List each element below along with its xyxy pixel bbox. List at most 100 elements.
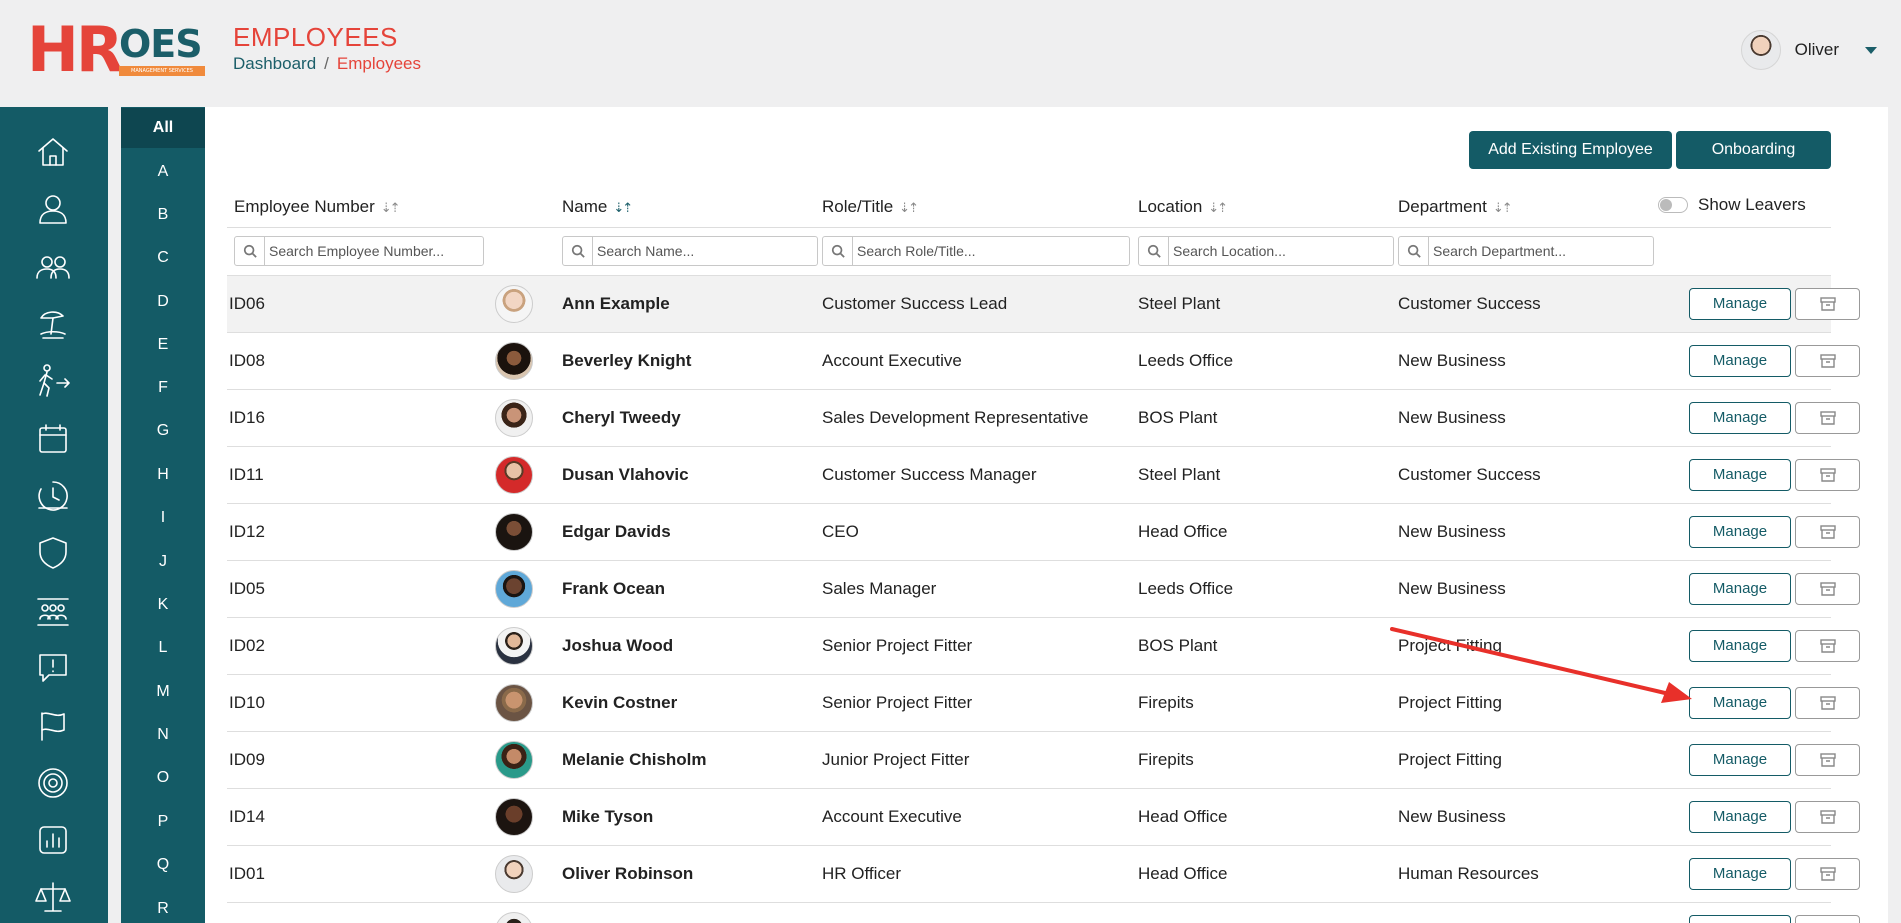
alert-icon[interactable]	[29, 644, 77, 692]
alphabet-all[interactable]: All	[121, 108, 205, 148]
alphabet-letter[interactable]: N	[157, 726, 169, 743]
shield-icon[interactable]	[29, 529, 77, 577]
alphabet-letter[interactable]: P	[157, 813, 169, 830]
employee-name[interactable]: Edgar Davids	[562, 522, 671, 541]
search-employee-number-input[interactable]	[269, 240, 477, 262]
alphabet-letter[interactable]: M	[156, 683, 170, 700]
table-row[interactable]: ID06 Ann Example Customer Success Lead S…	[227, 275, 1860, 332]
manage-button[interactable]: Manage	[1689, 288, 1791, 320]
archive-button[interactable]	[1795, 630, 1860, 662]
table-row[interactable]: ID09 Melanie Chisholm Junior Project Fit…	[227, 731, 1860, 788]
alphabet-letter[interactable]: D	[157, 293, 169, 310]
manage-button[interactable]: Manage	[1689, 858, 1791, 890]
sort-icon[interactable]: ⇣⇡	[380, 200, 401, 215]
alphabet-letter[interactable]: E	[157, 336, 169, 353]
search-name[interactable]	[562, 236, 818, 266]
user-menu[interactable]: Oliver	[1740, 30, 1877, 70]
company-logo[interactable]: HR OES MANAGEMENT SERVICES	[27, 19, 207, 81]
alphabet-letter[interactable]: Q	[156, 856, 170, 873]
alphabet-letter[interactable]: I	[160, 509, 166, 526]
alphabet-letter[interactable]: J	[159, 553, 167, 570]
archive-button[interactable]	[1795, 345, 1860, 377]
search-role-input[interactable]	[857, 240, 1123, 262]
manage-button[interactable]: Manage	[1689, 801, 1791, 833]
target-icon[interactable]	[29, 759, 77, 807]
archive-button[interactable]	[1795, 459, 1860, 491]
manage-button[interactable]: Manage	[1689, 630, 1791, 662]
scales-icon[interactable]	[29, 873, 77, 921]
search-department[interactable]	[1398, 236, 1654, 266]
show-leavers-toggle[interactable]: Show Leavers	[1658, 195, 1806, 215]
manage-button[interactable]: Manage	[1689, 516, 1791, 548]
alphabet-letter[interactable]: A	[157, 163, 169, 180]
alphabet-letter[interactable]: O	[156, 769, 170, 786]
onboarding-button[interactable]: Onboarding	[1676, 131, 1831, 169]
search-department-input[interactable]	[1433, 240, 1647, 262]
table-row[interactable]: ID10 Kevin Costner Senior Project Fitter…	[227, 674, 1860, 731]
archive-button[interactable]	[1795, 915, 1860, 923]
sort-icon[interactable]: ⇣⇡	[1208, 200, 1228, 215]
employee-name[interactable]: Dusan Vlahovic	[562, 465, 689, 484]
column-header-department[interactable]: Department ⇣⇡	[1398, 197, 1513, 217]
manage-button[interactable]: Manage	[1689, 915, 1791, 923]
search-location[interactable]	[1138, 236, 1394, 266]
manage-button[interactable]: Manage	[1689, 687, 1791, 719]
archive-button[interactable]	[1795, 687, 1860, 719]
calendar-icon[interactable]	[29, 415, 77, 463]
chart-icon[interactable]	[29, 816, 77, 864]
employee-name[interactable]: Ann Example	[562, 294, 670, 313]
archive-button[interactable]	[1795, 288, 1860, 320]
search-role[interactable]	[822, 236, 1130, 266]
chevron-down-icon[interactable]	[1865, 46, 1877, 54]
toggle-switch[interactable]	[1658, 197, 1688, 213]
column-header-name[interactable]: Name ⇣⇡	[562, 197, 633, 217]
search-location-input[interactable]	[1173, 240, 1387, 262]
add-existing-employee-button[interactable]: Add Existing Employee	[1469, 131, 1672, 169]
sort-icon[interactable]: ⇣⇡	[1492, 200, 1513, 215]
archive-button[interactable]	[1795, 402, 1860, 434]
alphabet-letter[interactable]: L	[158, 639, 168, 656]
manage-button[interactable]: Manage	[1689, 345, 1791, 377]
archive-button[interactable]	[1795, 744, 1860, 776]
table-row[interactable]: Manage	[227, 902, 1860, 923]
employee-name[interactable]: Kevin Costner	[562, 693, 678, 712]
table-row[interactable]: ID05 Frank Ocean Sales Manager Leeds Off…	[227, 560, 1860, 617]
flag-icon[interactable]	[29, 702, 77, 750]
manage-button[interactable]: Manage	[1689, 744, 1791, 776]
alphabet-letter[interactable]: R	[157, 900, 169, 917]
employee-name[interactable]: Frank Ocean	[562, 579, 665, 598]
search-name-input[interactable]	[597, 240, 811, 262]
user-avatar[interactable]	[1740, 30, 1781, 70]
alphabet-letter[interactable]: K	[157, 596, 169, 613]
column-header-employee-number[interactable]: Employee Number ⇣⇡	[234, 197, 401, 217]
clock-icon[interactable]	[29, 472, 77, 520]
breadcrumb-dashboard-link[interactable]: Dashboard	[233, 54, 317, 73]
archive-button[interactable]	[1795, 801, 1860, 833]
alphabet-letter[interactable]: H	[157, 466, 169, 483]
table-row[interactable]: ID16 Cheryl Tweedy Sales Development Rep…	[227, 389, 1860, 446]
table-row[interactable]: ID08 Beverley Knight Account Executive L…	[227, 332, 1860, 389]
user-name[interactable]: Oliver	[1794, 40, 1839, 59]
column-header-location[interactable]: Location ⇣⇡	[1138, 197, 1228, 217]
sort-icon[interactable]: ⇣⇡	[613, 200, 633, 215]
manage-button[interactable]: Manage	[1689, 402, 1791, 434]
manage-button[interactable]: Manage	[1689, 573, 1791, 605]
archive-button[interactable]	[1795, 573, 1860, 605]
search-employee-number[interactable]	[234, 236, 484, 266]
archive-button[interactable]	[1795, 858, 1860, 890]
holiday-icon[interactable]	[29, 300, 77, 348]
table-row[interactable]: ID11 Dusan Vlahovic Customer Success Man…	[227, 446, 1860, 503]
leave-icon[interactable]	[29, 357, 77, 405]
archive-button[interactable]	[1795, 516, 1860, 548]
alphabet-letter[interactable]: B	[157, 206, 169, 223]
team-icon[interactable]	[29, 587, 77, 635]
employee-name[interactable]: Melanie Chisholm	[562, 750, 707, 769]
table-row[interactable]: ID02 Joshua Wood Senior Project Fitter B…	[227, 617, 1860, 674]
table-row[interactable]: ID01 Oliver Robinson HR Officer Head Off…	[227, 845, 1860, 902]
alphabet-letter[interactable]: G	[156, 422, 170, 439]
users-icon[interactable]	[29, 243, 77, 291]
employee-name[interactable]: Beverley Knight	[562, 351, 692, 370]
home-icon[interactable]	[29, 128, 77, 176]
manage-button[interactable]: Manage	[1689, 459, 1791, 491]
alphabet-letter[interactable]: F	[158, 379, 168, 396]
